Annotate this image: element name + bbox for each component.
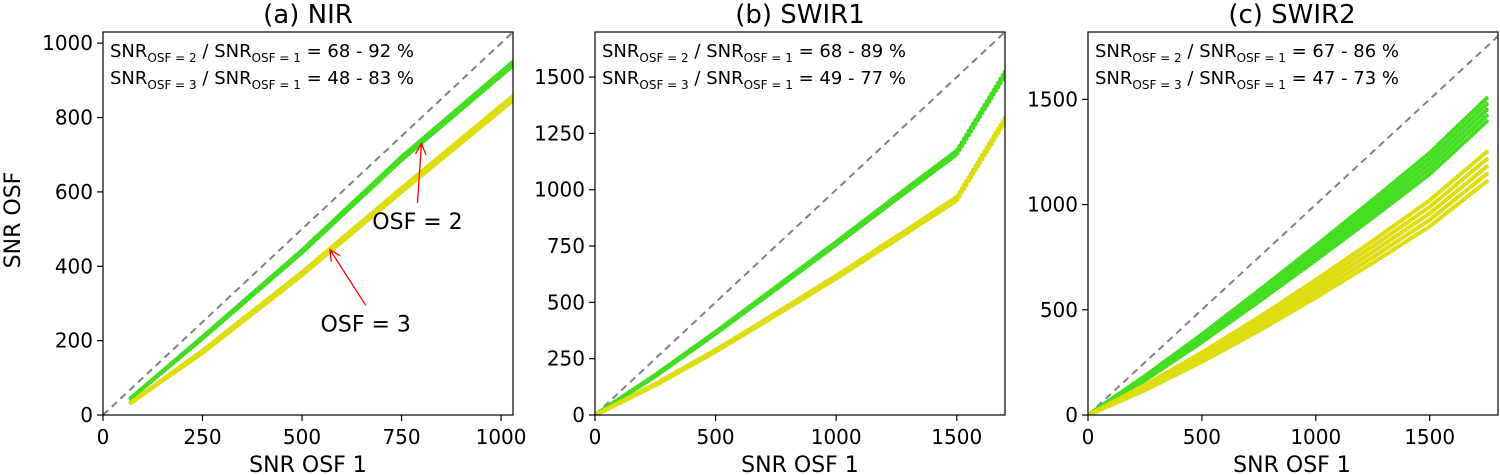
y-tick-label: 750 xyxy=(547,234,585,258)
panel-swir2: (c) SWIR2 SNR OSF 1 0 500 1000 150005001000… xyxy=(1027,0,1499,475)
data-point xyxy=(1484,113,1489,118)
y-tick-label: 200 xyxy=(55,329,93,353)
annotation-arrow xyxy=(416,143,423,204)
y-tick-label: 1250 xyxy=(534,121,585,145)
identity-line xyxy=(1088,34,1498,415)
ratio-text: SNROSF = 3 / SNROSF = 1 = 49 - 77 % xyxy=(602,68,906,92)
ratio-part: SNR xyxy=(602,41,639,62)
data-point xyxy=(1484,119,1489,124)
x-tick-label: 1000 xyxy=(476,425,527,449)
series-osf2 xyxy=(1088,96,1489,415)
ratio-part: = 68 - 92 % xyxy=(301,41,414,62)
panel-nir: (a) NIR SNR OSF 1 0 250 500 750 1000 0 200 400 6… xyxy=(42,0,526,475)
ratio-part: SNR xyxy=(110,41,147,62)
x-tick-label: 500 xyxy=(696,425,734,449)
y-tick-label: 0 xyxy=(572,403,585,427)
plot-area xyxy=(103,32,513,415)
ratio-part: = 68 - 89 % xyxy=(793,41,906,62)
ratio-subscript: OSF = 2 xyxy=(639,51,688,65)
x-tick-label: 750 xyxy=(382,425,420,449)
y-tick-label: 1000 xyxy=(534,178,585,202)
y-tick-label: 600 xyxy=(55,180,93,204)
arrow-head xyxy=(329,248,341,262)
plot-area xyxy=(595,32,1005,415)
data-point xyxy=(1484,107,1489,113)
x-axis-label: SNR OSF 1 xyxy=(249,453,367,475)
y-tick-label: 400 xyxy=(55,254,93,278)
ratio-part: = 48 - 83 % xyxy=(301,68,414,89)
series-osf3 xyxy=(128,93,513,405)
x-tick-label: 250 xyxy=(183,425,221,449)
series-osf2 xyxy=(595,69,1005,415)
panel-title: (a) NIR xyxy=(263,0,353,30)
panel-swir1: (b) SWIR1 SNR OSF 1 0 500 1000 1500 0 250 500 7… xyxy=(534,0,1006,475)
annotation-label: OSF = 2 xyxy=(372,210,462,235)
ratio-part: SNR xyxy=(110,68,147,89)
x-axis-label: SNR OSF 1 xyxy=(741,453,859,475)
data-point xyxy=(1484,101,1489,107)
y-axis-label: SNR OSF xyxy=(1,172,26,269)
ratio-part: = 49 - 77 % xyxy=(793,68,906,89)
x-tick-label: 1000 xyxy=(811,425,862,449)
ratio-subscript: OSF = 1 xyxy=(252,78,301,92)
annotation-arrow xyxy=(329,249,367,306)
y-tick-label: 1000 xyxy=(42,31,93,55)
x-tick-label: 0 xyxy=(589,425,602,449)
data-point xyxy=(1484,96,1489,101)
ratio-part: / SNR xyxy=(197,41,252,62)
x-tick-label: 0 xyxy=(97,425,110,449)
series-osf3 xyxy=(1088,149,1489,415)
x-tick-label: 500 xyxy=(283,425,321,449)
series-osf2 xyxy=(128,59,513,401)
y-tick-label: 1500 xyxy=(534,65,585,89)
ratio-subscript: OSF = 1 xyxy=(252,51,301,65)
identity-line xyxy=(103,32,513,415)
plot-frame xyxy=(102,31,514,416)
ratio-subscript: OSF = 1 xyxy=(744,78,793,92)
ratio-subscript: OSF = 1 xyxy=(744,51,793,65)
ratio-part: SNR xyxy=(602,68,639,89)
arrow-head xyxy=(414,142,427,155)
plot-frame xyxy=(594,31,1006,416)
ratio-text: SNROSF = 3 / SNROSF = 1 = 48 - 83 % xyxy=(110,68,414,92)
annotation-label: OSF = 3 xyxy=(321,312,411,337)
identity-line xyxy=(595,32,1005,415)
y-tick-label: 500 xyxy=(547,290,585,314)
ratio-part: / SNR xyxy=(689,68,744,89)
ratio-part: / SNR xyxy=(197,68,252,89)
panel-title: (c) SWIR2 xyxy=(1228,0,1355,30)
y-tick-label: 800 xyxy=(55,106,93,130)
y-tick-label: 250 xyxy=(547,347,585,371)
ratio-text: SNROSF = 2 / SNROSF = 1 = 68 - 92 % xyxy=(110,41,414,65)
series-osf3 xyxy=(595,115,1005,415)
y-tick-label: 0 xyxy=(80,403,93,427)
plot-area xyxy=(1088,34,1498,415)
panel-title: (b) SWIR1 xyxy=(735,0,865,30)
ratio-text: SNROSF = 2 / SNROSF = 1 = 68 - 89 % xyxy=(602,41,906,65)
ratio-subscript: OSF = 3 xyxy=(147,78,196,92)
x-tick-label: 1500 xyxy=(931,425,982,449)
ratio-part: / SNR xyxy=(689,41,744,62)
ratio-subscript: OSF = 3 xyxy=(639,78,688,92)
ratio-subscript: OSF = 2 xyxy=(147,51,196,65)
x-axis-label: SNR OSF 1 xyxy=(1233,453,1351,475)
